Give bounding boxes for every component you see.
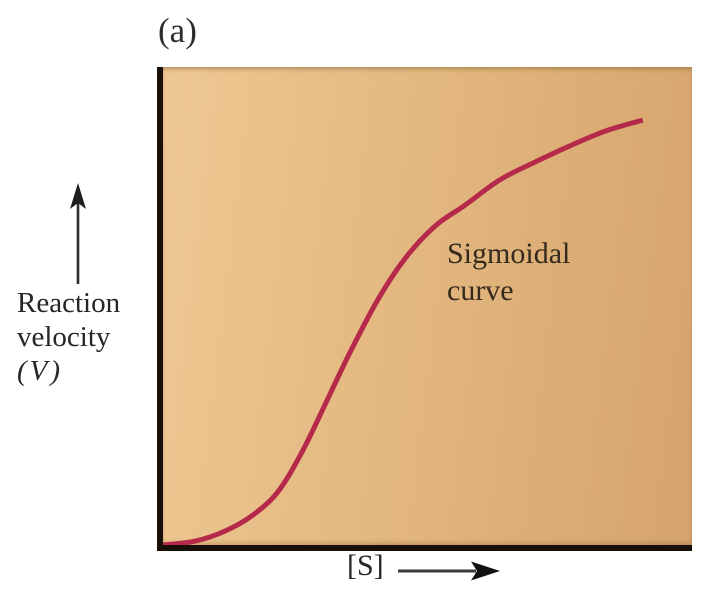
y-axis-label: Reaction velocity (V): [17, 286, 120, 388]
y-axis-label-line3: (V): [17, 355, 64, 387]
y-axis-label-line2: velocity: [17, 321, 111, 353]
x-axis-right-arrow-icon: [398, 561, 500, 581]
sigmoid-curve: [163, 117, 644, 545]
x-axis-label: [S]: [347, 549, 384, 582]
sigmoid-curve-path: [163, 117, 644, 545]
curve-annotation: Sigmoidal curve: [447, 235, 570, 309]
curve-annotation-line1: Sigmoidal: [447, 237, 571, 270]
plot-area: Sigmoidal curve: [157, 67, 692, 551]
y-axis-up-arrow-icon: [70, 183, 86, 284]
y-axis-label-line1: Reaction: [17, 287, 121, 319]
panel-label: (a): [158, 11, 197, 50]
curve-annotation-line2: curve: [447, 274, 514, 307]
